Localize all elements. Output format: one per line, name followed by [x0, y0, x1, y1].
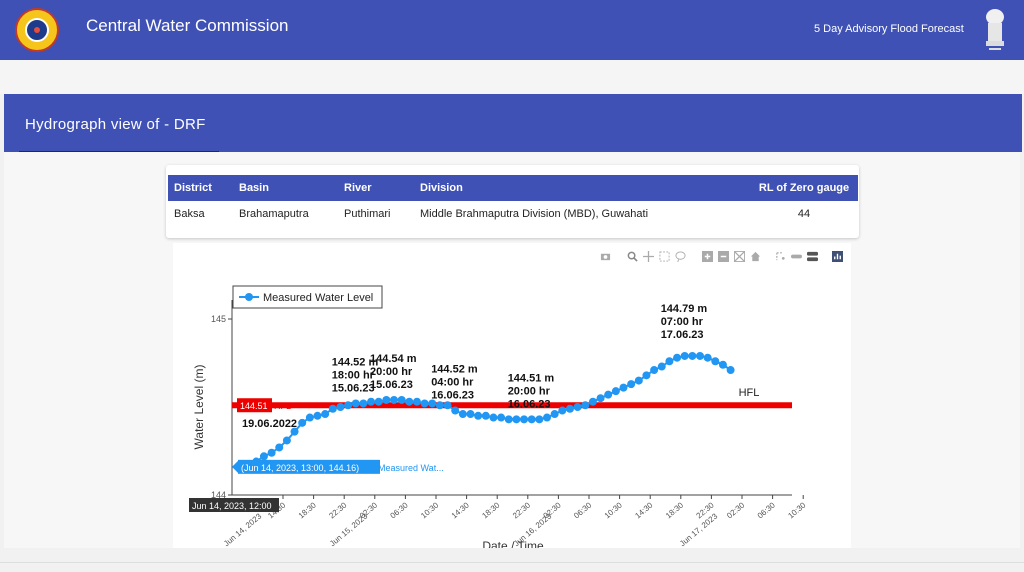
national-emblem-icon [986, 9, 1004, 50]
spike-icon[interactable] [775, 251, 786, 262]
plot-modebar [600, 249, 843, 263]
top-app-bar: Central Water Commission 5 Day Advisory … [0, 0, 1024, 60]
table-cell: 44 [797, 208, 811, 220]
advisory-forecast-link[interactable]: 5 Day Advisory Flood Forecast [814, 23, 964, 35]
hover-closest-icon[interactable] [791, 251, 802, 262]
home-icon[interactable] [750, 251, 761, 262]
pan-icon[interactable] [643, 250, 654, 262]
autoscale-icon[interactable] [734, 250, 745, 262]
title-underline [19, 151, 219, 152]
hover-compare-icon[interactable] [807, 251, 818, 262]
table-header-row: District Basin River Division RL of Zero… [168, 175, 858, 201]
cwc-logo[interactable] [15, 8, 59, 52]
zoom-out-icon[interactable] [718, 250, 729, 262]
table-cell: Baksa [174, 208, 205, 220]
column-header: Basin [233, 175, 338, 201]
plotly-logo-icon[interactable] [832, 250, 843, 262]
zoom-in-icon[interactable] [702, 250, 713, 262]
column-header: Division [414, 175, 750, 201]
station-table: District Basin River Division RL of Zero… [168, 175, 858, 227]
hydrograph-plot[interactable] [173, 243, 851, 548]
column-header: RL of Zero gauge [750, 175, 858, 201]
table-cell: Middle Brahmaputra Division (MBD), Guwah… [420, 208, 649, 220]
app-title: Central Water Commission [86, 16, 289, 35]
column-header: District [168, 175, 233, 201]
table-cell: Brahamaputra [239, 208, 309, 220]
page-banner: Hydrograph view of - DRF [4, 94, 1022, 152]
page-title: Hydrograph view of - DRF [25, 116, 206, 133]
logo-inner [25, 18, 49, 42]
lasso-icon[interactable] [675, 250, 686, 262]
column-header: River [338, 175, 414, 201]
zoom-icon[interactable] [627, 251, 638, 262]
box-select-icon[interactable] [659, 250, 670, 262]
table-row: Baksa Brahamaputra Puthimari Middle Brah… [168, 201, 858, 227]
logo-core [34, 27, 40, 33]
footer-divider [0, 562, 1024, 563]
camera-icon[interactable] [600, 251, 611, 262]
sub-header-strip [0, 60, 1024, 94]
table-cell: Puthimari [344, 208, 391, 220]
